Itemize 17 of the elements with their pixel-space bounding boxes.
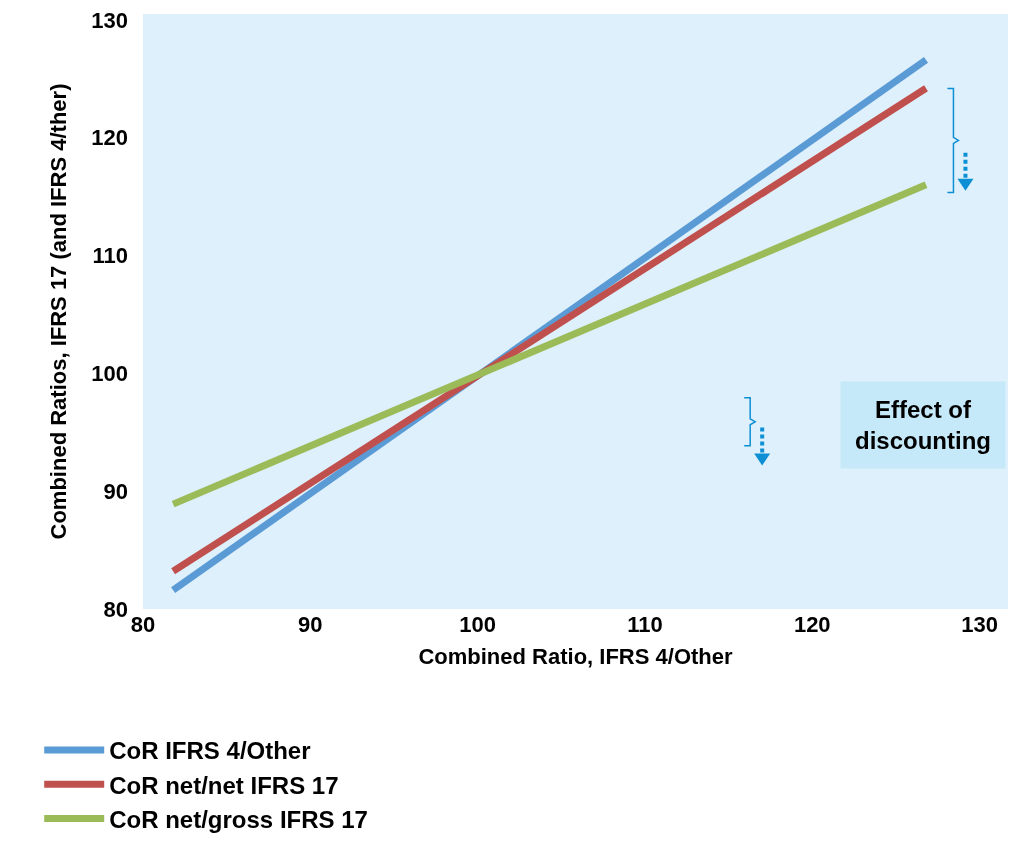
x-tick-label: 100	[459, 612, 496, 637]
legend-label: CoR net/net IFRS 17	[109, 771, 339, 799]
x-tick-label: 80	[130, 612, 156, 637]
x-tick-label: 130	[961, 612, 998, 637]
y-axis-title: Combined Ratios, IFRS 17 (and IFRS 4/ther)	[46, 83, 72, 540]
y-tick-label: 100	[91, 361, 128, 387]
x-axis-title: Combined Ratio, IFRS 4/Other	[418, 643, 733, 669]
y-tick-label: 130	[91, 7, 128, 33]
legend-label: CoR net/gross IFRS 17	[109, 805, 368, 833]
y-tick-label: 120	[91, 125, 128, 151]
x-tick-label: 90	[298, 612, 323, 637]
legend-label: CoR IFRS 4/Other	[109, 737, 311, 765]
y-tick-label: 90	[103, 478, 128, 504]
x-tick-label: 110	[627, 612, 663, 637]
y-tick-label: 110	[92, 243, 128, 269]
annotation: Effect of discounting	[855, 396, 991, 455]
x-tick-label: 120	[793, 612, 831, 637]
